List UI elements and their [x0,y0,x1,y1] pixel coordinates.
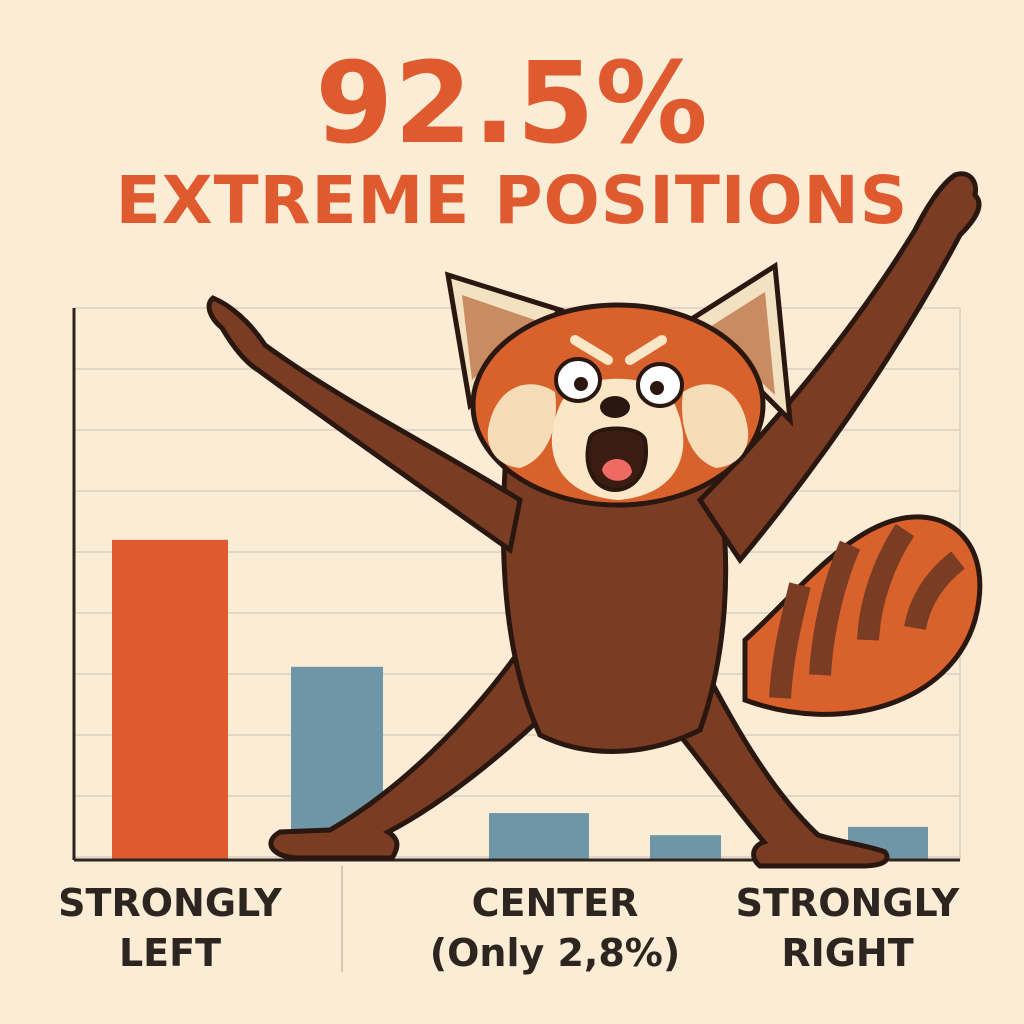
panda-left-cheek [487,384,556,468]
panda-right-arm [696,171,982,565]
panda-tail [742,514,983,717]
panda-right-ear-inner [705,292,775,395]
panda-left-pupil [574,377,588,391]
panda-left-leg [268,646,574,861]
panda-left-brow [570,335,613,365]
panda-right-brow [625,335,667,365]
bar-strongly-left [112,539,228,860]
label-strongly-right: STRONGLY RIGHT [735,881,960,975]
red-panda-icon [206,171,983,869]
panda-tongue [602,458,632,481]
headline-subtitle: EXTREME POSITIONS [115,162,909,239]
panda-body [500,467,729,754]
panda-nose [600,396,630,418]
panda-left-arm [206,295,523,555]
panda-right-cheek [681,384,749,468]
panda-right-pupil [650,381,664,395]
label-center: CENTER (Only 2,8%) [429,881,681,975]
headline-value: 92.5% [315,39,709,169]
bar-right [650,835,721,860]
label-strongly-left: STRONGLY LEFT [58,881,282,975]
bar-center [489,813,589,860]
panda-left-ear-inner [462,295,535,380]
